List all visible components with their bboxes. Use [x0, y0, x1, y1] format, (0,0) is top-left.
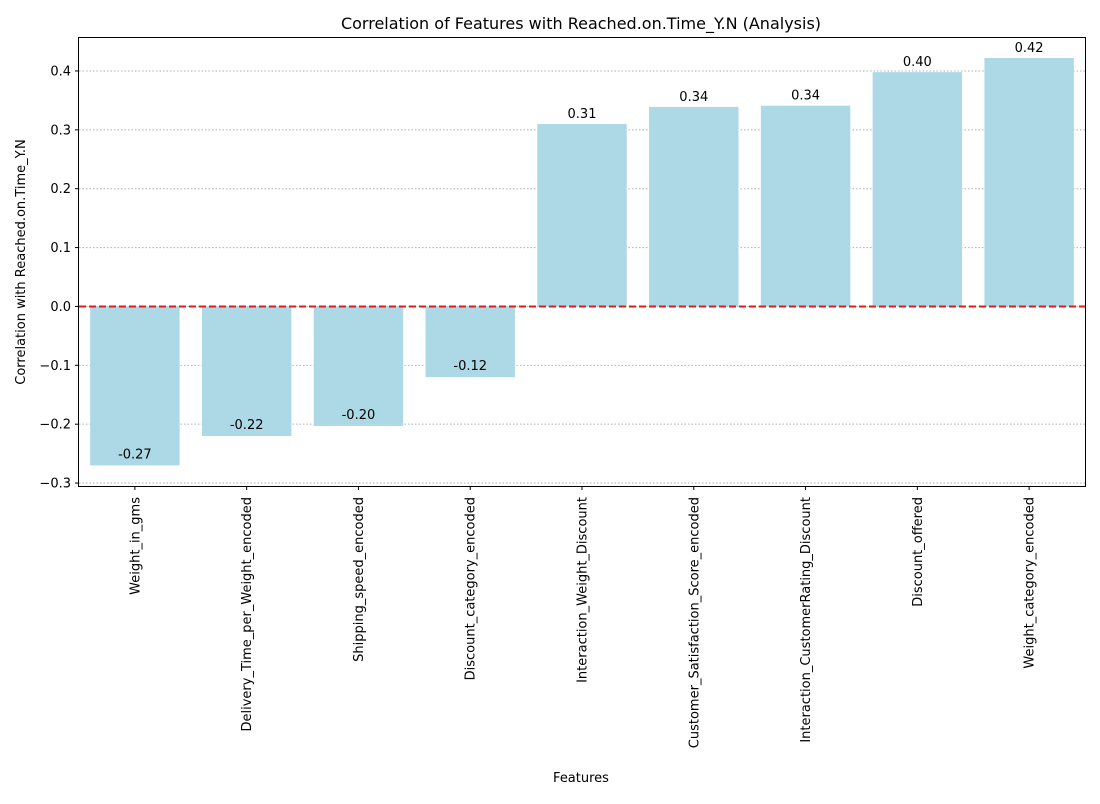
bar-value-label: -0.12 — [453, 359, 487, 374]
bar-value-label: 0.40 — [903, 55, 932, 70]
x-tick-label: Delivery_Time_per_Weight_encoded — [240, 497, 255, 732]
x-tick-label: Weight_category_encoded — [1023, 497, 1038, 669]
y-tick-label: −0.1 — [39, 359, 71, 374]
y-tick-label: 0.0 — [50, 300, 71, 315]
y-tick-label: −0.3 — [39, 477, 71, 492]
y-tick-label: 0.3 — [50, 123, 71, 138]
bar — [760, 105, 851, 307]
plot-frame — [78, 37, 1086, 487]
bar — [313, 306, 404, 426]
bar — [649, 106, 739, 307]
bar — [425, 306, 515, 378]
x-axis-label: Features — [553, 771, 609, 786]
bar-value-label: 0.34 — [791, 89, 820, 104]
bar-value-label: -0.20 — [342, 408, 376, 423]
x-tick-label: Customer_Satisfaction_Score_encoded — [687, 497, 702, 748]
x-tick-label: Discount_category_encoded — [464, 497, 479, 680]
data-labels: -0.27 -0.22 -0.20 -0.12 0.31 0.34 0.34 0.40 0.42 — [118, 41, 1044, 462]
bar-value-label: 0.34 — [679, 90, 708, 105]
bar — [537, 123, 627, 307]
bar-value-label: -0.22 — [230, 418, 264, 433]
chart-title: Correlation of Features with Reached.on.… — [341, 14, 821, 34]
y-tick-label: 0.1 — [50, 241, 71, 256]
y-axis-label: Correlation with Reached.on.Time_Y.N — [14, 139, 29, 385]
x-axis-ticks: Weight_in_gms Delivery_Time_per_Weight_en… — [128, 486, 1038, 748]
x-tick-label: Weight_in_gms — [128, 497, 143, 595]
y-tick-label: −0.2 — [39, 418, 71, 433]
y-tick-label: 0.4 — [50, 64, 71, 79]
bar-value-label: -0.27 — [118, 447, 152, 462]
y-tick-label: 0.2 — [50, 182, 71, 197]
bars — [90, 58, 1074, 466]
x-tick-label: Shipping_speed_encoded — [352, 497, 367, 662]
y-axis-ticks: −0.3 −0.2 −0.1 0.0 0.1 0.2 0.3 0.4 — [39, 64, 79, 492]
x-tick-label: Interaction_Weight_Discount — [576, 497, 591, 683]
x-tick-label: Interaction_CustomerRating_Discount — [799, 497, 814, 743]
bar — [90, 306, 180, 466]
bar-value-label: 0.31 — [568, 107, 597, 122]
bar — [872, 72, 963, 307]
x-tick-label: Discount_offered — [911, 497, 926, 607]
bar — [984, 58, 1074, 307]
bar-value-label: 0.42 — [1015, 41, 1044, 56]
bar — [201, 306, 292, 436]
